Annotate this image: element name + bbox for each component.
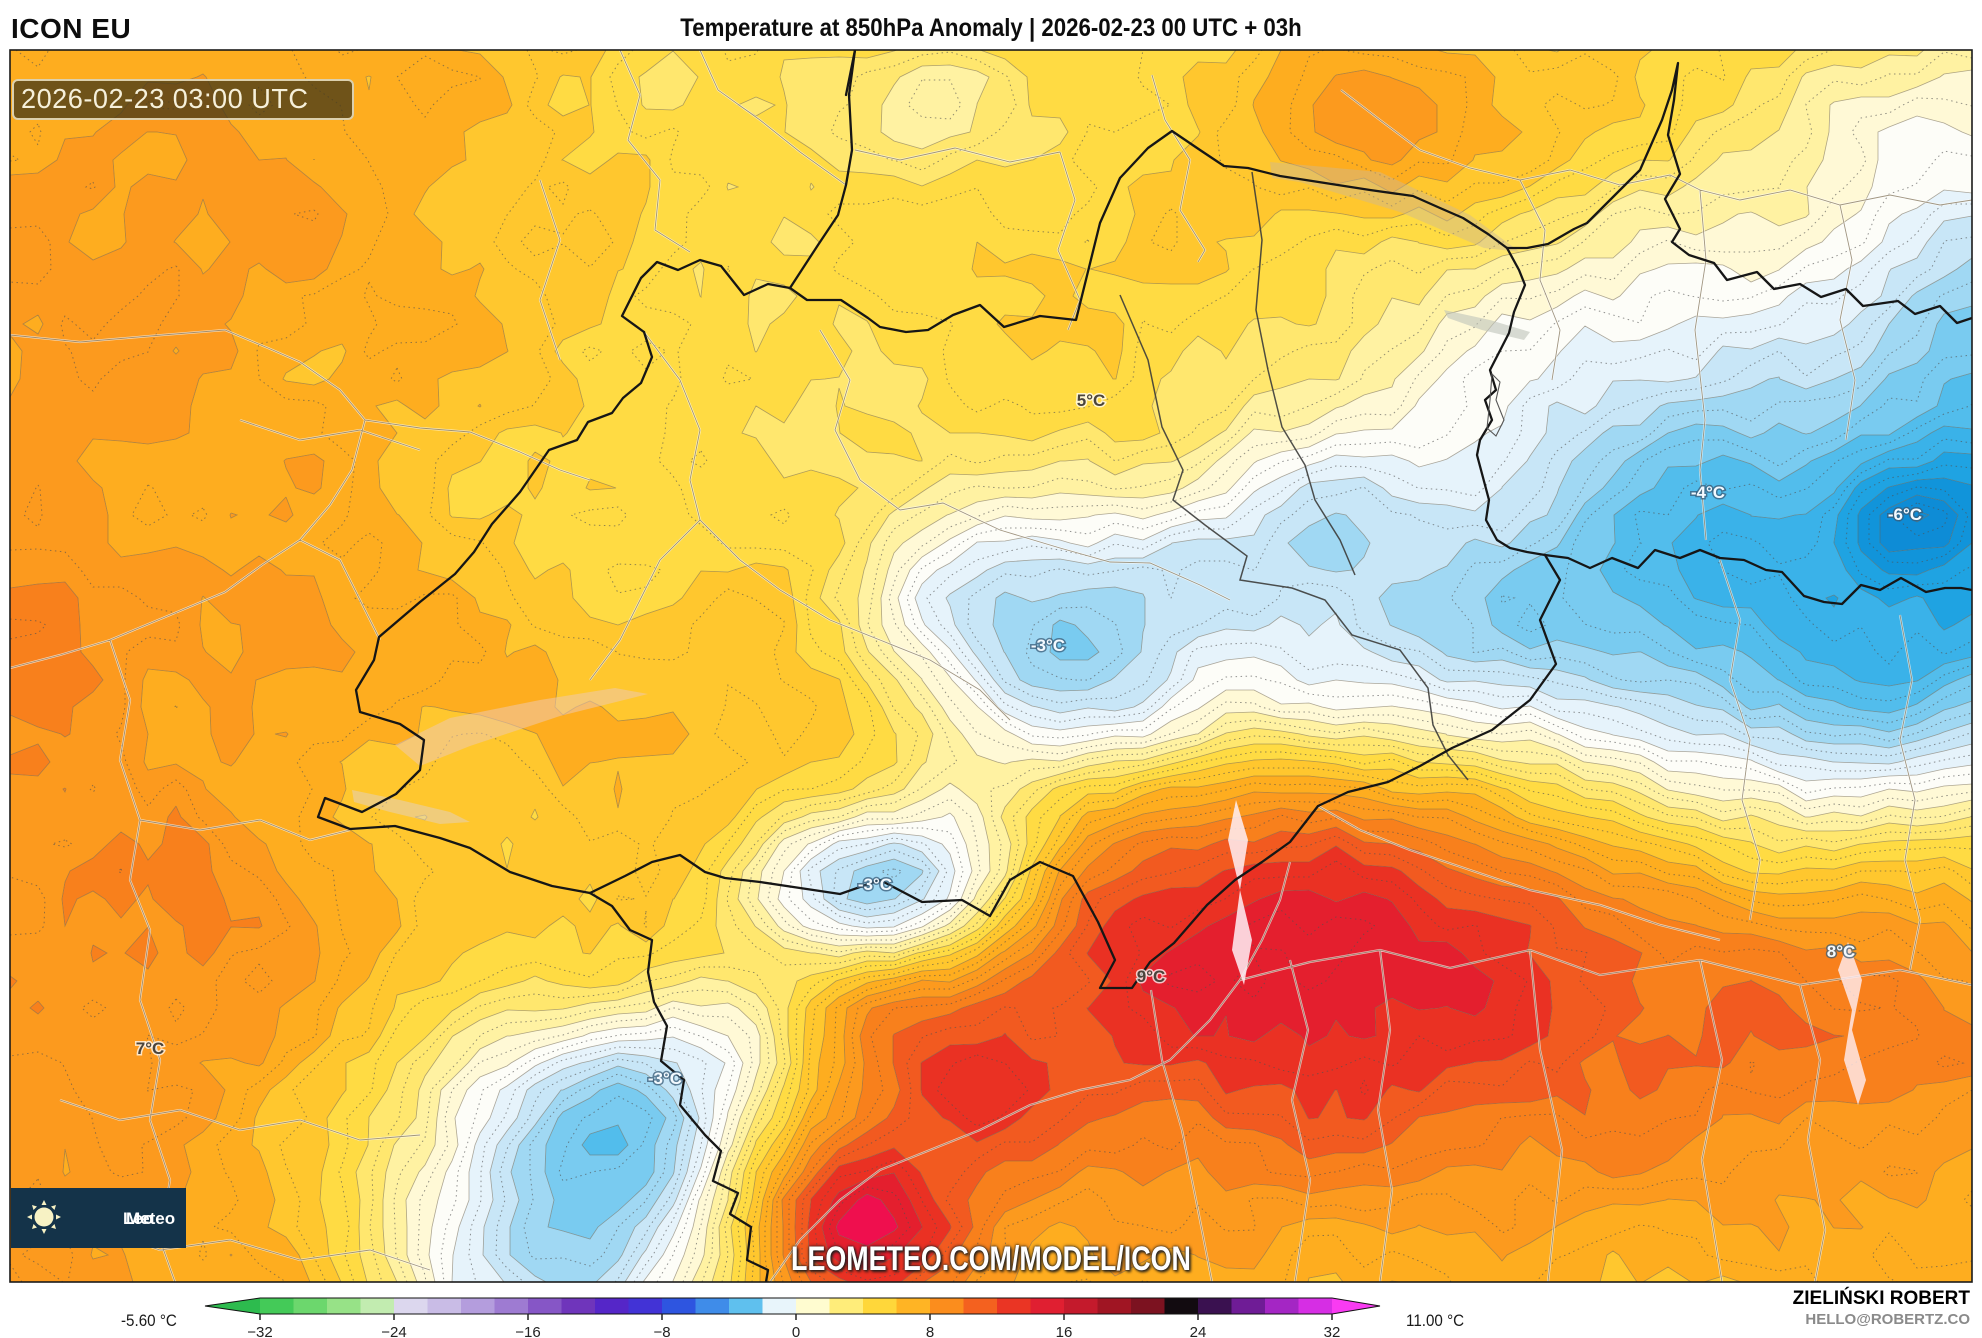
svg-text:−24: −24	[381, 1324, 406, 1338]
svg-text:0: 0	[792, 1324, 800, 1338]
svg-text:24: 24	[1190, 1324, 1207, 1338]
svg-text:5°C: 5°C	[1077, 391, 1106, 410]
svg-text:-3°C: -3°C	[648, 1069, 682, 1088]
svg-text:7°C: 7°C	[136, 1039, 165, 1058]
svg-text:-3°C: -3°C	[858, 875, 892, 894]
svg-text:−32: −32	[247, 1324, 272, 1338]
svg-text:8: 8	[926, 1324, 934, 1338]
svg-text:-6°C: -6°C	[1888, 505, 1922, 524]
svg-text:9°C: 9°C	[1137, 967, 1166, 986]
svg-text:−16: −16	[515, 1324, 540, 1338]
svg-text:-4°C: -4°C	[1691, 483, 1725, 502]
svg-text:-3°C: -3°C	[1031, 636, 1065, 655]
svg-text:16: 16	[1056, 1324, 1073, 1338]
svg-text:8°C: 8°C	[1827, 942, 1856, 961]
svg-text:32: 32	[1324, 1324, 1341, 1338]
svg-text:−8: −8	[653, 1324, 670, 1338]
